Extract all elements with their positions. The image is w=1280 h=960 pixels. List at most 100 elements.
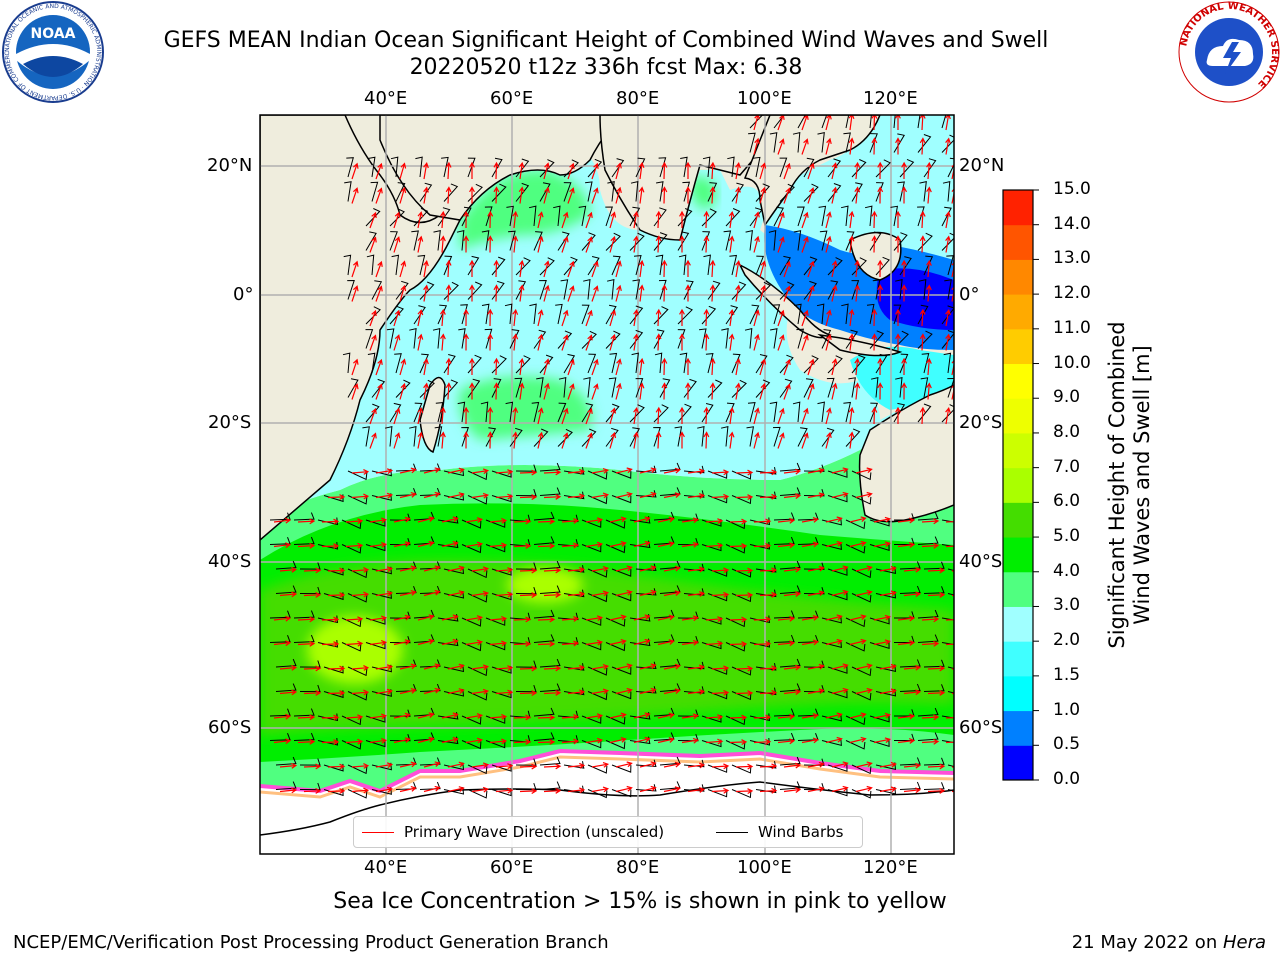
wind-barb [611, 255, 621, 276]
wind-barb [515, 488, 537, 497]
wave-direction-arrow [709, 284, 716, 302]
wave-direction-arrow [687, 762, 706, 769]
wave-direction-arrow [591, 664, 610, 670]
wave-direction-arrow [393, 516, 411, 523]
wave-direction-arrow [399, 663, 417, 670]
wave-direction-arrow [871, 235, 878, 253]
wind-barb [344, 181, 352, 202]
wave-direction-arrow [471, 590, 490, 597]
java-land [817, 333, 903, 357]
wind-barb [747, 402, 756, 423]
wave-direction-arrow [855, 663, 873, 670]
wind-barb [875, 182, 884, 202]
left-tick-0: 0° [233, 284, 254, 305]
wave-direction-arrow [831, 284, 838, 302]
wave-direction-arrow [927, 665, 946, 672]
wave-direction-arrow [399, 688, 417, 695]
wave-direction-arrow [537, 739, 556, 745]
wave-direction-arrow [679, 235, 685, 253]
wave-direction-arrow [399, 358, 407, 376]
wave-direction-arrow [518, 161, 525, 180]
wind-barb [347, 593, 368, 603]
wave-direction-arrow [783, 260, 791, 278]
wave-direction-arrow [440, 333, 446, 351]
wave-direction-arrow [615, 761, 633, 768]
wave-direction-arrow [399, 382, 407, 400]
wave-direction-arrow [729, 616, 748, 623]
wave-direction-arrow [513, 714, 532, 721]
wave-direction-arrow [831, 687, 849, 695]
bottom-tick-60e: 60°E [490, 857, 534, 878]
wind-barb [869, 231, 882, 251]
wind-barb [779, 462, 801, 472]
wave-direction-arrow [561, 738, 580, 745]
colorbar-tick-label: 4.0 [1053, 560, 1081, 581]
wind-barb [655, 254, 664, 276]
wind-barb [702, 156, 711, 178]
wind-barb [677, 537, 699, 546]
wind-barb [770, 328, 778, 349]
wind-barb [485, 427, 497, 447]
wave-direction-arrow [926, 259, 932, 278]
wave-direction-arrow [369, 713, 388, 720]
wind-barb [605, 403, 620, 423]
wave-direction-arrow [848, 210, 855, 229]
wave-direction-arrow [375, 664, 394, 671]
wind-barb [869, 133, 878, 153]
wind-barb [362, 426, 370, 447]
wind-barb [725, 642, 746, 652]
colorbar-tick-label: 0.5 [1053, 734, 1081, 755]
wind-barb [803, 355, 819, 374]
wave-direction-arrow [687, 664, 706, 671]
wind-barb [748, 132, 756, 153]
wind-barb [515, 586, 537, 595]
wind-barb [587, 495, 608, 505]
wind-barb [346, 157, 354, 178]
wind-barb [827, 788, 848, 797]
wind-barb [395, 659, 417, 668]
wave-direction-arrow [921, 738, 940, 745]
wind-barb [941, 544, 954, 548]
wave-direction-arrow [489, 713, 508, 720]
wind-barb [917, 304, 929, 325]
wind-barb [827, 470, 848, 478]
wind-barb [539, 756, 561, 766]
wave-direction-arrow [512, 235, 519, 253]
wave-direction-arrow [393, 712, 411, 719]
wind-barb [514, 377, 523, 398]
wave-direction-arrow [543, 469, 562, 476]
wave-direction-arrow [375, 260, 383, 278]
wave-direction-arrow [561, 518, 580, 524]
wave-direction-arrow [807, 162, 815, 180]
bottom-tick-100e: 100°E [737, 857, 792, 878]
wave-direction-arrow [807, 761, 825, 768]
wave-direction-arrow [279, 689, 298, 696]
wave-direction-arrow [537, 211, 544, 229]
wave-direction-arrow [901, 284, 908, 302]
wave-direction-arrow [513, 641, 532, 647]
wave-direction-arrow [801, 334, 809, 351]
wind-barb [851, 568, 872, 579]
wind-barb [773, 610, 795, 619]
wind-barb [539, 462, 561, 472]
wave-direction-arrow [735, 161, 741, 180]
wind-barb [755, 687, 777, 696]
wind-barb [755, 183, 771, 202]
wind-barb [697, 425, 705, 447]
wave-direction-arrow [471, 688, 490, 695]
wave-direction-arrow [831, 761, 849, 768]
wind-barb [484, 206, 493, 227]
wind-barb [432, 327, 441, 349]
wind-barb [299, 684, 321, 693]
wave-direction-arrow [423, 589, 441, 597]
colorbar-tick-label: 6.0 [1053, 491, 1081, 512]
wind-barb [581, 402, 594, 423]
wave-direction-arrow [705, 714, 724, 721]
wind-barb [870, 376, 879, 398]
wind-barb [919, 180, 927, 202]
wave-direction-arrow [801, 517, 819, 523]
colorbar-tick-label: 13.0 [1053, 248, 1091, 269]
wave-direction-arrow [927, 689, 946, 696]
wave-direction-arrow [345, 640, 364, 647]
wave-direction-arrow [777, 738, 796, 745]
